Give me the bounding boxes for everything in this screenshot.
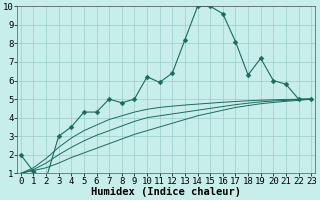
X-axis label: Humidex (Indice chaleur): Humidex (Indice chaleur) — [91, 187, 241, 197]
